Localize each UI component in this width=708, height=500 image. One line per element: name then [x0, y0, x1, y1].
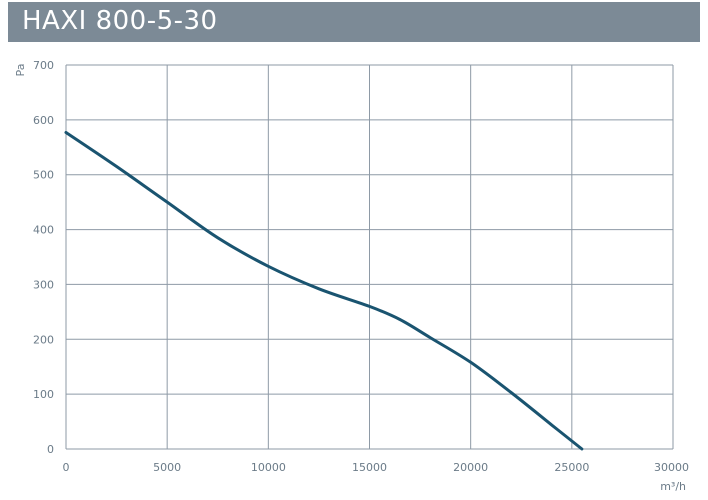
fan-curve-line — [64, 131, 584, 451]
chart-title: HAXI 800-5-30 — [22, 6, 218, 36]
y-tick-label: 700 — [33, 59, 54, 72]
x-tick-label: 10000 — [251, 461, 286, 474]
x-tick-label: 5000 — [153, 461, 181, 474]
y-tick-label: 100 — [33, 388, 54, 401]
y-tick-label: 500 — [33, 169, 54, 182]
y-tick-labels: 0 100 200 300 400 500 600 700 — [33, 59, 54, 456]
y-tick-label: 300 — [33, 278, 54, 291]
y-tick-label: 0 — [47, 443, 54, 456]
x-tick-label: 0 — [63, 461, 70, 474]
x-tick-label: 20000 — [453, 461, 488, 474]
y-tick-label: 600 — [33, 114, 54, 127]
y-tick-label: 200 — [33, 333, 54, 346]
x-tick-labels: 0 5000 10000 15000 20000 25000 30000 — [63, 461, 690, 474]
y-tick-label: 400 — [33, 224, 54, 237]
x-tick-label: 25000 — [554, 461, 589, 474]
x-axis-label: m³/h — [660, 480, 686, 493]
x-tick-label: 15000 — [352, 461, 387, 474]
x-tick-label: 30000 — [654, 461, 689, 474]
grid — [65, 64, 674, 450]
title-bar: HAXI 800-5-30 — [8, 2, 700, 42]
y-axis-label: Pa — [14, 64, 27, 77]
